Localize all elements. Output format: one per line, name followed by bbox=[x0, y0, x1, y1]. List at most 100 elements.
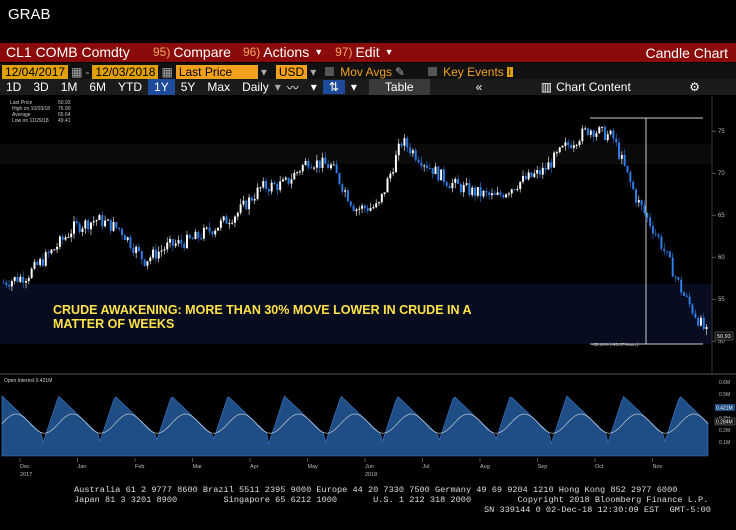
candle-body bbox=[293, 172, 296, 180]
line-chart-icon[interactable]: 〰 bbox=[286, 80, 299, 95]
candle-body bbox=[341, 184, 344, 192]
chart-content-button[interactable]: ▥ Chart Content bbox=[535, 80, 637, 94]
candle-body bbox=[121, 229, 124, 235]
candle-body bbox=[25, 281, 27, 283]
candle-body bbox=[683, 292, 685, 296]
period-3d[interactable]: 3D bbox=[33, 80, 49, 94]
candle-body bbox=[541, 167, 544, 175]
candle-body bbox=[623, 154, 626, 166]
candle-body bbox=[510, 189, 513, 194]
date-tick-label: 2018 bbox=[365, 472, 377, 478]
period-1y[interactable]: 1Y bbox=[148, 79, 175, 95]
candle-body bbox=[169, 239, 172, 243]
candle-body bbox=[406, 138, 409, 148]
candle-body bbox=[61, 236, 64, 240]
chart-content-label: Chart Content bbox=[556, 80, 631, 94]
candle-body bbox=[211, 231, 214, 235]
candle-body bbox=[73, 221, 76, 234]
bar-chart-icon[interactable]: ⇅ bbox=[322, 80, 345, 94]
candle-body bbox=[19, 276, 22, 282]
calendar-icon[interactable]: ▦ bbox=[161, 64, 173, 79]
candle-body bbox=[558, 147, 561, 153]
candle-body bbox=[58, 236, 61, 247]
edit-menu[interactable]: 97) Edit ▼ bbox=[329, 43, 399, 62]
candle-body bbox=[13, 277, 16, 282]
candle-body bbox=[81, 228, 84, 233]
start-date-field[interactable]: 12/04/2017 bbox=[2, 64, 69, 79]
candle-body bbox=[208, 227, 211, 232]
table-button[interactable]: Table bbox=[368, 79, 430, 95]
gear-icon[interactable]: ⚙ bbox=[689, 80, 700, 94]
currency-select[interactable]: USD bbox=[275, 64, 308, 79]
end-date-field[interactable]: 12/03/2018 bbox=[92, 64, 159, 79]
last-price-tag-label: 50.93 bbox=[717, 334, 731, 340]
candle-body bbox=[194, 231, 197, 240]
candle-body bbox=[634, 189, 637, 203]
period-bar: 1D 3D 1M 6M YTD 1Y 5Y Max Daily ▾ 〰 ▾ ⇅ … bbox=[0, 79, 736, 95]
candle-body bbox=[533, 173, 536, 177]
period-1d[interactable]: 1D bbox=[6, 80, 22, 94]
candle-body bbox=[47, 252, 50, 254]
field-select[interactable]: Last Price bbox=[175, 64, 258, 79]
candle-body bbox=[245, 200, 248, 210]
mov-avgs-label[interactable]: Mov Avgs bbox=[340, 64, 393, 79]
frequency-select[interactable]: Daily bbox=[242, 80, 269, 94]
candle-body bbox=[369, 207, 372, 211]
candle-body bbox=[315, 160, 318, 168]
ticker-field[interactable]: CL1 COMB Comdty bbox=[0, 43, 147, 62]
candle-body bbox=[75, 221, 78, 224]
date-tick-label: Apr bbox=[250, 464, 259, 470]
pencil-icon[interactable]: ✎ bbox=[395, 64, 406, 79]
candle-body bbox=[248, 197, 251, 210]
collapse-icon[interactable]: « bbox=[475, 80, 483, 94]
key-events-label[interactable]: Key Events bbox=[443, 64, 504, 79]
chevron-down-icon[interactable]: ▾ bbox=[310, 80, 317, 94]
period-max[interactable]: Max bbox=[207, 80, 231, 94]
candle-body bbox=[16, 277, 19, 282]
candle-body bbox=[149, 257, 152, 262]
chevron-down-icon[interactable]: ▾ bbox=[274, 80, 281, 94]
candle-body bbox=[281, 179, 284, 182]
settings-bar: 12/04/2017 ▦ - 12/03/2018 ▦ Last Price ▾… bbox=[0, 63, 736, 80]
candle-body bbox=[663, 248, 666, 252]
candle-body bbox=[496, 192, 499, 195]
actions-number: 96) bbox=[242, 45, 261, 59]
candle-body bbox=[691, 304, 694, 314]
candle-body bbox=[417, 159, 420, 163]
candle-body bbox=[115, 221, 118, 228]
candle-body bbox=[657, 234, 660, 237]
candle-body bbox=[646, 213, 649, 218]
period-6m[interactable]: 6M bbox=[89, 80, 107, 94]
chevron-down-icon[interactable]: ▾ bbox=[260, 64, 267, 79]
chevron-down-icon[interactable]: ▾ bbox=[310, 64, 317, 79]
actions-menu[interactable]: 96) Actions ▼ bbox=[237, 43, 329, 62]
candle-body bbox=[236, 212, 239, 217]
mov-avgs-checkbox[interactable] bbox=[325, 67, 335, 76]
candle-body bbox=[454, 178, 457, 184]
candle-body bbox=[584, 128, 587, 130]
candle-body bbox=[434, 166, 437, 175]
candle-body bbox=[440, 169, 443, 181]
chevron-down-icon: ▼ bbox=[384, 47, 394, 57]
period-ytd[interactable]: YTD bbox=[118, 80, 143, 94]
compare-label: Compare bbox=[173, 44, 231, 60]
period-1m[interactable]: 1M bbox=[60, 80, 78, 94]
candle-body bbox=[222, 216, 225, 221]
period-5y[interactable]: 5Y bbox=[180, 80, 196, 94]
key-events-checkbox[interactable] bbox=[428, 67, 438, 76]
candle-body bbox=[632, 181, 635, 190]
date-tick-label: Oct bbox=[595, 464, 604, 470]
candle-body bbox=[488, 192, 491, 196]
candle-body bbox=[626, 165, 629, 173]
candle-body bbox=[298, 171, 301, 173]
date-separator: - bbox=[85, 64, 90, 79]
compare-menu[interactable]: 95) Compare bbox=[147, 43, 237, 62]
candle-body bbox=[428, 168, 431, 170]
oi-second-tag bbox=[714, 417, 736, 426]
chevron-down-icon[interactable]: ▾ bbox=[350, 80, 357, 94]
price-tick-label: 70 bbox=[718, 171, 725, 177]
info-icon[interactable]: i bbox=[506, 66, 513, 77]
calendar-icon[interactable]: ▦ bbox=[71, 64, 83, 79]
candle-body bbox=[530, 172, 533, 177]
candle-body bbox=[101, 215, 104, 227]
